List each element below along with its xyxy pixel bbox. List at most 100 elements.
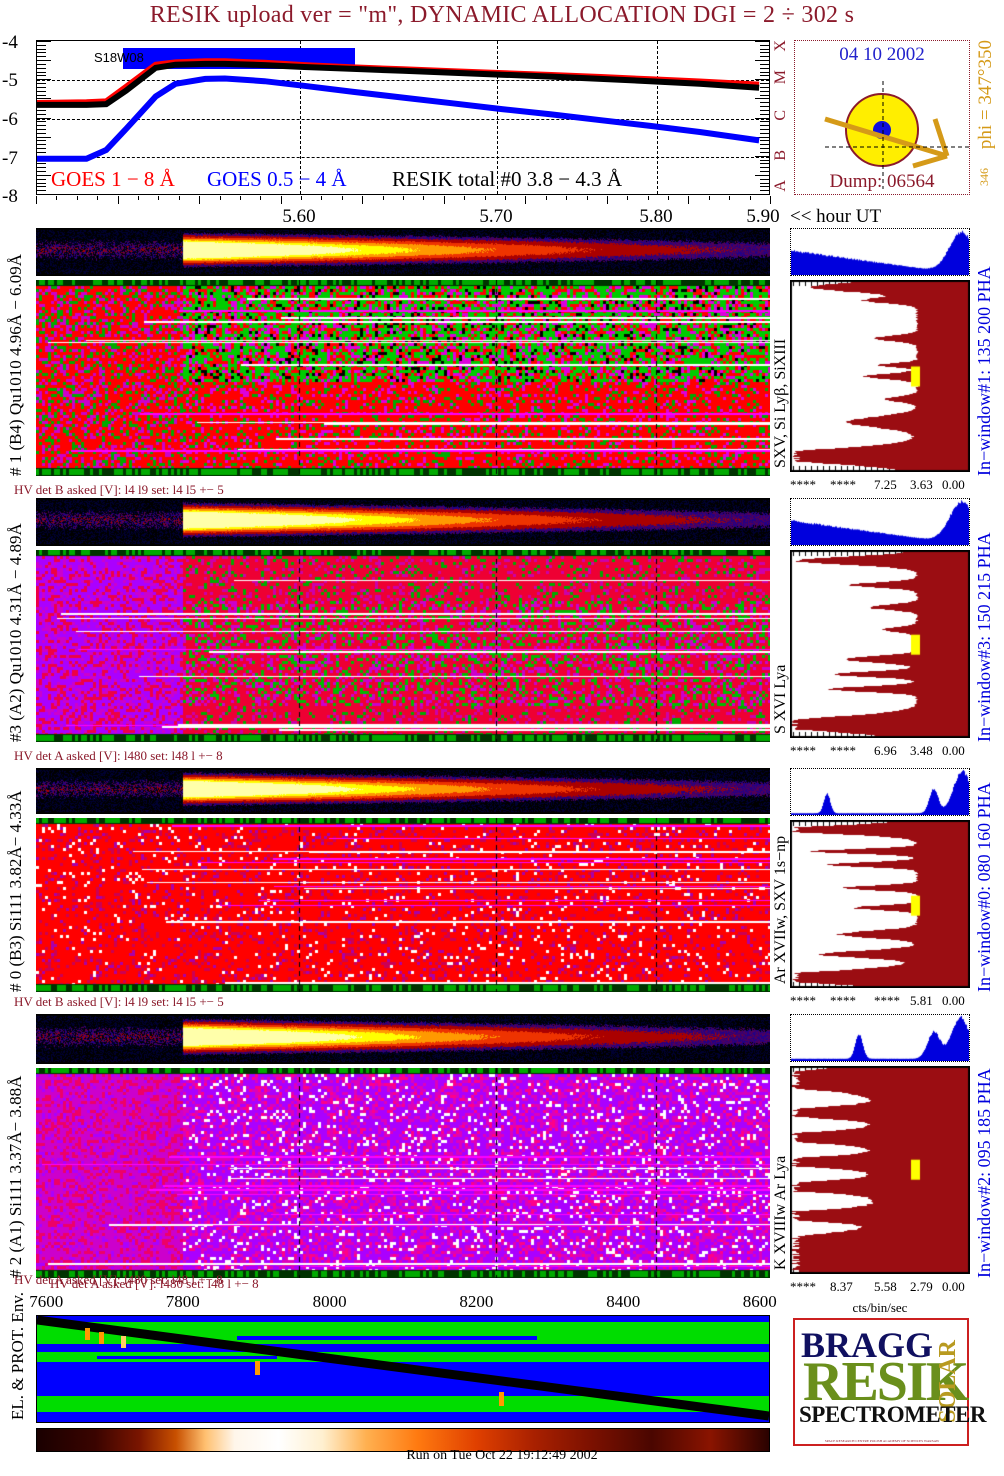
page-title: RESIK upload ver = "m", DYNAMIC ALLOCATI… [149,2,855,28]
histogram-tick-label: 5.81 [910,993,933,1008]
goes-ytick-minor [37,190,46,192]
histogram-tick-label: **** [790,1279,816,1294]
goes-ytick-minor [37,132,46,134]
time-tick [321,196,323,200]
logo-spectrometer: SPECTROMETER [799,1402,986,1427]
spectrum-histogram-p3 [790,550,970,738]
histogram-tick-label: 0.00 [942,743,965,758]
time-tick [341,196,343,200]
spectrogram-p3 [36,550,770,742]
goes-ytick-minor [760,113,769,115]
histogram-tick-label: 6.96 [874,743,897,758]
goes-ytick-minor [760,182,769,184]
hv-setting-p0: HV det B asked [V]: l4 l9 set: l4 l5 +− … [14,994,224,1009]
spectral-strip-canvas [36,498,770,546]
time-tick [36,196,37,204]
goes-ytick-minor [760,86,769,88]
goes-ytick-minor [37,121,46,123]
goes-ytick-minor [760,75,769,77]
goes-ytick-minor [37,56,46,58]
histogram-tick-label: **** [830,477,856,492]
goes-ytick-minor [760,109,769,111]
goes-ytick-minor [37,182,46,184]
goes-ytick-minor [760,178,769,180]
goes-ytick-minor [760,44,769,46]
goes-ytick-m7: -7 [2,148,18,169]
pha-top-histogram-canvas [791,769,969,815]
phi-small-label: 346 [977,168,991,186]
time-tick [770,196,771,204]
phi-label: phi = 347°350 [975,40,996,150]
flare-class-x: X [772,40,789,52]
pha-top-histogram-p2 [790,1014,970,1062]
goes-ytick-minor [755,174,769,176]
goes-ytick-minor [37,140,46,142]
goes-ytick-minor [37,60,51,62]
goes-ytick-minor [755,194,769,195]
pha-top-histogram-p1 [790,228,970,276]
goes-ytick-minor [760,90,769,92]
goes-ytick-minor [760,190,769,192]
pha-top-histogram-p0 [790,768,970,816]
dump-number: Dump: 06564 [829,171,935,192]
goes-ytick-minor [37,128,46,130]
sun-pointer-icon [824,81,971,189]
spectrogram-canvas [36,1068,770,1278]
time-axis-label: << hour UT [790,206,882,227]
spectrum-histogram-p0 [790,820,970,988]
panel-ylabel-p0: # 0 (B3) Si111 3.82Å− 4.33Å [6,790,25,992]
spectrogram-p0 [36,818,770,992]
spectral-strip-p2 [36,1014,770,1064]
time-tick [688,196,690,204]
goes-ytick-minor [760,159,769,161]
active-region-label: S18W08 [94,50,144,65]
time-tick [403,196,404,200]
pha-tick-label: 8600 [742,1292,777,1311]
goes-ytick-minor [760,148,769,150]
ion-lines-label-p1: SXV, Si Lyβ, SiXIII [772,338,789,468]
time-tick [76,196,78,200]
resik-logo: BRAGG RESIK SOLAR SPECTROMETER SPACE RES… [793,1318,986,1446]
goes-ytick-m4: -4 [2,32,18,53]
goes-ytick-minor [37,94,46,96]
pha-top-histogram-canvas [791,229,969,275]
histogram-tick-label: 8.37 [830,1279,853,1294]
time-tick [504,196,506,200]
spectral-strip-p3 [36,498,770,546]
goes-ytick-minor [760,67,769,69]
histogram-tick-label: **** [830,743,856,758]
goes-ytick-minor [37,48,46,50]
flare-class-c: C [772,110,789,121]
goes-ytick-minor [37,186,46,188]
ion-lines-label-p0: Ar XVIIw, SXV 1s−np [772,835,789,984]
time-tick-label: 5.80 [639,206,673,227]
goes-ytick-minor [37,44,46,46]
time-tick [219,196,221,200]
logo-bragg: BRAGG [801,1325,934,1365]
time-tick [56,196,58,200]
time-tick [178,196,180,200]
goes-ytick-minor [760,132,769,134]
time-tick [239,196,241,200]
histogram-tick-label: 3.63 [910,477,933,492]
goes-ytick-minor [37,148,46,150]
histogram-tick-label: 0.00 [942,477,965,492]
goes-ytick-minor [760,144,769,146]
goes-ytick-minor [760,186,769,188]
goes-ytick-minor [760,102,769,104]
spectrogram-canvas [36,550,770,742]
histogram-tick-label: **** [874,993,900,1008]
time-tick [729,196,731,200]
spectrogram-p1 [36,280,770,476]
goes-ytick-minor [37,194,51,195]
time-tick [199,196,201,204]
intensity-colorbar [36,1428,770,1452]
flare-class-m: M [772,70,789,85]
goes-ytick-minor [760,121,769,123]
goes-curves [37,58,760,162]
goes-ytick-minor [37,63,46,65]
time-tick [137,196,139,200]
gridline-h-m5 [37,79,769,81]
goes-ytick-minor [755,41,769,42]
goes-lightcurve-panel: S18W08 GOES 1 − 8 Å GOES 0.5 − 4 Å RESIK… [36,40,770,195]
